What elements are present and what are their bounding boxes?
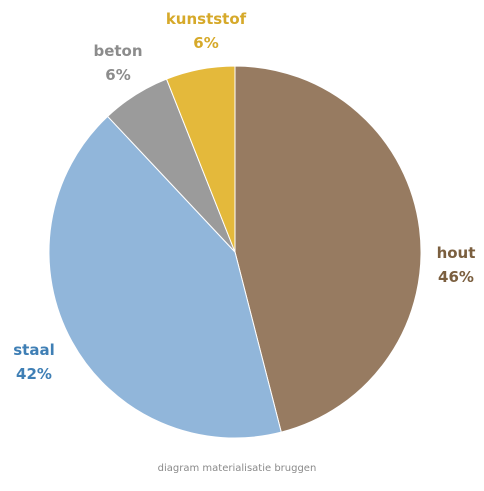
chart-caption: diagram materialisatie bruggen — [158, 463, 317, 474]
slice-value-beton: 6% — [105, 66, 130, 84]
pie-slices — [48, 65, 422, 439]
pie-slice-kunststof — [165, 65, 236, 253]
slice-name-staal: staal — [13, 341, 54, 359]
slice-name-hout: hout — [437, 244, 476, 262]
slice-value-kunststof: 6% — [193, 34, 218, 52]
slice-value-hout: 46% — [438, 268, 474, 286]
pie-slice-staal — [48, 115, 282, 439]
slice-value-staal: 42% — [16, 365, 52, 383]
pie-slice-hout — [234, 65, 422, 433]
slice-name-kunststof: kunststof — [166, 10, 247, 28]
pie-labels: hout 46% staal 42% beton 6% kunststof 6% — [13, 10, 475, 383]
slice-name-beton: beton — [93, 42, 142, 60]
